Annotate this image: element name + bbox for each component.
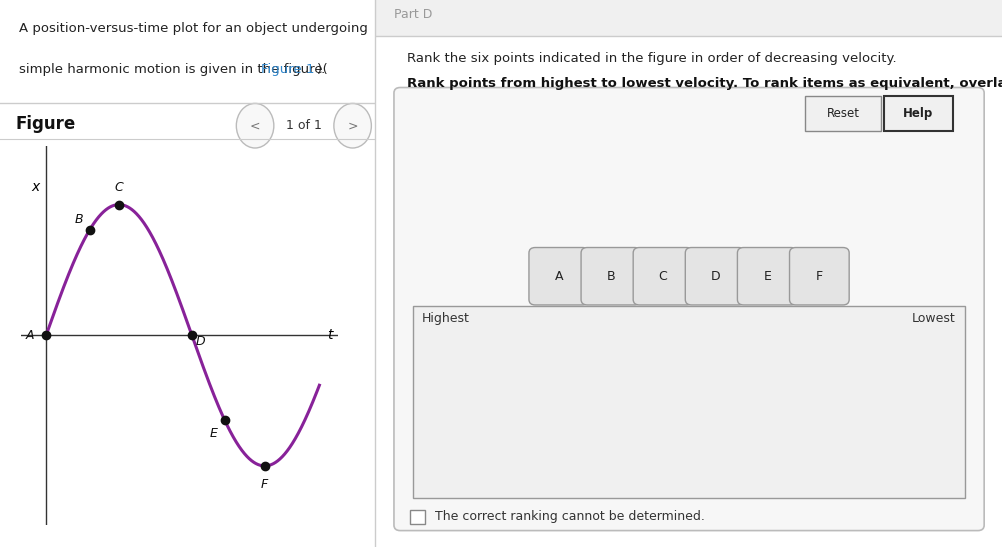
Text: D: D xyxy=(195,335,205,348)
Text: simple harmonic motion is given in the figure(: simple harmonic motion is given in the f… xyxy=(19,63,328,75)
FancyBboxPatch shape xyxy=(789,247,849,305)
Text: The correct ranking cannot be determined.: The correct ranking cannot be determined… xyxy=(434,510,704,523)
Text: F: F xyxy=(261,478,269,491)
Text: 1 of 1: 1 of 1 xyxy=(286,119,322,132)
FancyBboxPatch shape xyxy=(413,306,964,498)
FancyBboxPatch shape xyxy=(883,96,952,131)
FancyBboxPatch shape xyxy=(632,247,692,305)
Text: Figure: Figure xyxy=(15,114,75,132)
Text: Rank the six points indicated in the figure in order of decreasing velocity.: Rank the six points indicated in the fig… xyxy=(406,52,895,65)
FancyBboxPatch shape xyxy=(580,247,640,305)
Text: Help: Help xyxy=(902,107,933,120)
FancyBboxPatch shape xyxy=(805,96,880,131)
Text: B: B xyxy=(74,213,83,225)
FancyBboxPatch shape xyxy=(394,88,983,531)
Text: t: t xyxy=(327,328,332,342)
Text: A: A xyxy=(26,329,34,342)
Bar xyxy=(409,510,425,524)
Text: Highest: Highest xyxy=(422,312,470,325)
Text: E: E xyxy=(209,427,217,440)
Text: C: C xyxy=(114,181,123,194)
Circle shape xyxy=(334,103,371,148)
Text: D: D xyxy=(709,270,719,283)
Text: x: x xyxy=(31,180,39,194)
Text: <: < xyxy=(249,119,261,132)
Text: A position-versus-time plot for an object undergoing: A position-versus-time plot for an objec… xyxy=(19,22,368,35)
Text: E: E xyxy=(763,270,771,283)
FancyBboxPatch shape xyxy=(528,247,588,305)
Bar xyxy=(375,0,1002,36)
Text: B: B xyxy=(606,270,614,283)
Text: Figure 1: Figure 1 xyxy=(261,63,314,75)
Text: ).: ). xyxy=(317,63,326,75)
Text: Rank points from highest to lowest velocity. To rank items as equivalent, overla: Rank points from highest to lowest veloc… xyxy=(406,77,1002,90)
Text: Lowest: Lowest xyxy=(911,312,955,325)
Text: A: A xyxy=(554,270,562,283)
FancyBboxPatch shape xyxy=(736,247,797,305)
FancyBboxPatch shape xyxy=(684,247,744,305)
Circle shape xyxy=(236,103,274,148)
Text: F: F xyxy=(815,270,822,283)
Text: Reset: Reset xyxy=(826,107,859,120)
Text: Part D: Part D xyxy=(394,8,432,21)
Text: >: > xyxy=(347,119,358,132)
Text: C: C xyxy=(658,270,666,283)
